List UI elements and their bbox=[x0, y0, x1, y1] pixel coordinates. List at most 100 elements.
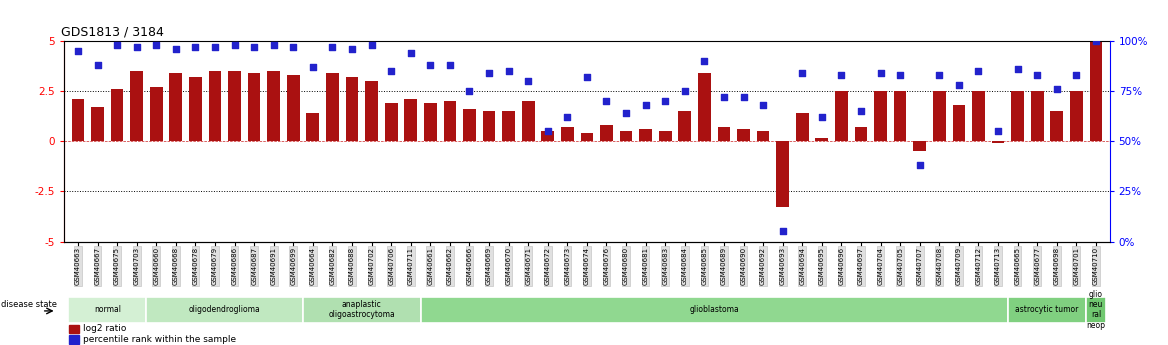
Point bbox=[107, 43, 126, 48]
Point bbox=[1028, 73, 1047, 78]
Point bbox=[617, 111, 635, 116]
Bar bbox=[248, 73, 260, 141]
Bar bbox=[933, 91, 946, 141]
Bar bbox=[91, 107, 104, 141]
Point bbox=[264, 43, 283, 48]
Point bbox=[675, 89, 694, 94]
Bar bbox=[600, 126, 613, 141]
Point bbox=[88, 63, 106, 68]
Bar bbox=[111, 89, 124, 141]
Point bbox=[480, 71, 499, 76]
Bar bbox=[835, 91, 848, 141]
Bar bbox=[777, 141, 790, 207]
Bar bbox=[1031, 91, 1043, 141]
FancyBboxPatch shape bbox=[303, 297, 420, 323]
Point bbox=[930, 73, 948, 78]
Bar bbox=[326, 73, 339, 141]
Point bbox=[538, 129, 557, 134]
Text: disease state: disease state bbox=[1, 300, 57, 309]
Point bbox=[577, 75, 596, 80]
Point bbox=[871, 71, 890, 76]
Bar bbox=[150, 87, 162, 141]
Point bbox=[186, 45, 204, 50]
Point bbox=[969, 69, 988, 74]
Text: anaplastic
oligoastrocytoma: anaplastic oligoastrocytoma bbox=[328, 300, 395, 319]
Bar bbox=[874, 91, 887, 141]
Point bbox=[225, 43, 244, 48]
Point bbox=[519, 79, 537, 84]
Bar bbox=[69, 335, 79, 344]
FancyBboxPatch shape bbox=[1008, 297, 1086, 323]
Bar bbox=[404, 99, 417, 141]
Bar bbox=[894, 91, 906, 141]
Text: log2 ratio: log2 ratio bbox=[83, 324, 126, 333]
Point bbox=[851, 109, 870, 114]
Point bbox=[342, 47, 361, 52]
Point bbox=[1048, 87, 1066, 92]
Text: GDS1813 / 3184: GDS1813 / 3184 bbox=[61, 25, 164, 38]
Text: glio
neu
ral
neop: glio neu ral neop bbox=[1086, 289, 1105, 330]
Point bbox=[813, 115, 832, 120]
Bar bbox=[1090, 41, 1103, 141]
Point bbox=[245, 45, 264, 50]
Point bbox=[499, 69, 517, 74]
Bar bbox=[561, 127, 573, 141]
Point bbox=[127, 45, 146, 50]
Point bbox=[793, 71, 812, 76]
Point bbox=[1008, 67, 1027, 72]
Bar bbox=[815, 138, 828, 141]
Text: oligodendroglioma: oligodendroglioma bbox=[189, 305, 260, 314]
Bar bbox=[1011, 91, 1024, 141]
Point bbox=[735, 95, 753, 100]
Point bbox=[637, 103, 655, 108]
Bar bbox=[502, 111, 515, 141]
FancyBboxPatch shape bbox=[420, 297, 1008, 323]
Point bbox=[656, 99, 675, 104]
Bar bbox=[717, 127, 730, 141]
FancyBboxPatch shape bbox=[68, 297, 146, 323]
Text: glioblastoma: glioblastoma bbox=[689, 305, 739, 314]
Point bbox=[304, 65, 322, 70]
Bar bbox=[482, 111, 495, 141]
Point bbox=[147, 43, 166, 48]
Bar bbox=[952, 106, 965, 141]
Point bbox=[167, 47, 186, 52]
Bar bbox=[306, 114, 319, 141]
Bar bbox=[209, 71, 222, 141]
Bar bbox=[384, 104, 397, 141]
Point bbox=[1068, 73, 1086, 78]
Text: percentile rank within the sample: percentile rank within the sample bbox=[83, 335, 236, 344]
Text: astrocytic tumor: astrocytic tumor bbox=[1015, 305, 1078, 314]
Point bbox=[950, 83, 968, 88]
Point bbox=[440, 63, 459, 68]
FancyBboxPatch shape bbox=[1086, 297, 1106, 323]
Point bbox=[910, 163, 929, 168]
Bar bbox=[737, 129, 750, 141]
Bar bbox=[131, 71, 142, 141]
Bar bbox=[698, 73, 711, 141]
Bar bbox=[795, 114, 808, 141]
Bar bbox=[757, 131, 770, 141]
Bar bbox=[71, 99, 84, 141]
Bar bbox=[992, 141, 1004, 144]
Point bbox=[558, 115, 577, 120]
Point bbox=[284, 45, 303, 50]
Bar bbox=[639, 129, 652, 141]
Point bbox=[695, 59, 714, 64]
Point bbox=[206, 45, 224, 50]
Bar bbox=[267, 71, 280, 141]
Bar bbox=[189, 77, 202, 141]
Bar bbox=[679, 111, 691, 141]
Bar bbox=[1050, 111, 1063, 141]
Point bbox=[362, 43, 381, 48]
Point bbox=[402, 51, 420, 56]
Bar bbox=[972, 91, 985, 141]
Point bbox=[324, 45, 342, 50]
Bar bbox=[424, 104, 437, 141]
Bar bbox=[463, 109, 475, 141]
Bar bbox=[287, 76, 300, 141]
Bar bbox=[69, 325, 79, 333]
Bar bbox=[522, 101, 535, 141]
Bar bbox=[542, 131, 554, 141]
Point bbox=[1086, 39, 1105, 44]
